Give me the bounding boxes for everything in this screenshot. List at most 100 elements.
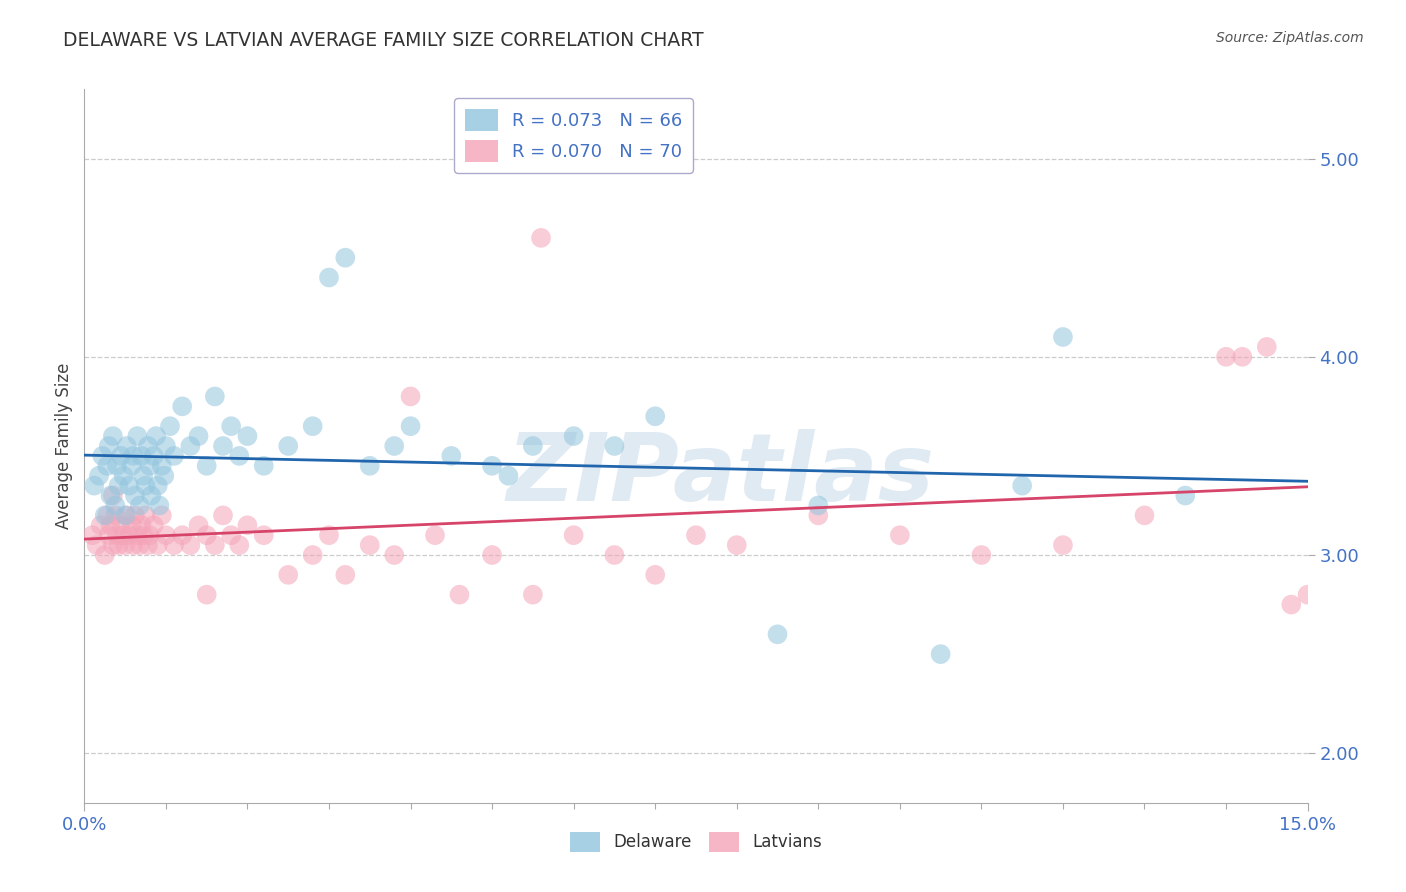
Point xyxy=(807,499,830,513)
Point xyxy=(1052,538,1074,552)
Point xyxy=(204,538,226,552)
Point xyxy=(90,518,112,533)
Point xyxy=(603,439,626,453)
Point xyxy=(135,478,157,492)
Point xyxy=(114,508,136,523)
Point xyxy=(132,468,155,483)
Point xyxy=(212,439,235,453)
Point xyxy=(122,449,145,463)
Point xyxy=(115,439,138,453)
Point xyxy=(195,588,218,602)
Point xyxy=(929,647,952,661)
Point xyxy=(96,508,118,523)
Point xyxy=(127,528,149,542)
Point xyxy=(1133,508,1156,523)
Point xyxy=(138,458,160,473)
Point xyxy=(449,588,471,602)
Point xyxy=(318,528,340,542)
Point xyxy=(101,429,124,443)
Point xyxy=(522,439,544,453)
Point xyxy=(91,449,114,463)
Point xyxy=(228,449,250,463)
Point xyxy=(603,548,626,562)
Point xyxy=(100,518,122,533)
Point xyxy=(212,508,235,523)
Point xyxy=(105,458,128,473)
Point xyxy=(644,567,666,582)
Point xyxy=(530,231,553,245)
Point xyxy=(124,508,146,523)
Point xyxy=(86,538,108,552)
Point xyxy=(335,567,357,582)
Point xyxy=(172,528,194,542)
Point xyxy=(107,478,129,492)
Point xyxy=(423,528,446,542)
Point xyxy=(118,478,141,492)
Point xyxy=(163,538,186,552)
Point xyxy=(481,548,503,562)
Point xyxy=(562,528,585,542)
Point xyxy=(1011,478,1033,492)
Point xyxy=(179,538,201,552)
Point xyxy=(132,528,155,542)
Point xyxy=(172,400,194,414)
Point xyxy=(121,458,143,473)
Point xyxy=(159,419,181,434)
Point xyxy=(127,429,149,443)
Point xyxy=(301,548,323,562)
Point xyxy=(766,627,789,641)
Point xyxy=(562,429,585,443)
Point xyxy=(187,518,209,533)
Point xyxy=(277,439,299,453)
Point xyxy=(105,528,128,542)
Point xyxy=(219,419,242,434)
Point xyxy=(136,538,159,552)
Point xyxy=(101,489,124,503)
Point xyxy=(644,409,666,424)
Point xyxy=(1279,598,1302,612)
Point xyxy=(83,478,105,492)
Point xyxy=(889,528,911,542)
Y-axis label: Average Family Size: Average Family Size xyxy=(55,363,73,529)
Point xyxy=(101,538,124,552)
Point xyxy=(87,468,110,483)
Point xyxy=(1215,350,1237,364)
Point xyxy=(122,538,145,552)
Point xyxy=(150,458,173,473)
Point xyxy=(1256,340,1278,354)
Point xyxy=(179,439,201,453)
Point xyxy=(112,528,135,542)
Point xyxy=(219,528,242,542)
Point xyxy=(146,478,169,492)
Point xyxy=(110,518,132,533)
Point xyxy=(115,508,138,523)
Point xyxy=(155,528,177,542)
Point xyxy=(107,538,129,552)
Point xyxy=(382,548,405,562)
Point xyxy=(236,518,259,533)
Point xyxy=(382,439,405,453)
Point xyxy=(685,528,707,542)
Point xyxy=(228,538,250,552)
Point xyxy=(114,538,136,552)
Point xyxy=(121,518,143,533)
Point xyxy=(195,458,218,473)
Point xyxy=(118,528,141,542)
Point xyxy=(236,429,259,443)
Point xyxy=(112,468,135,483)
Point xyxy=(100,489,122,503)
Text: Source: ZipAtlas.com: Source: ZipAtlas.com xyxy=(1216,31,1364,45)
Point xyxy=(970,548,993,562)
Point xyxy=(150,508,173,523)
Point xyxy=(301,419,323,434)
Point xyxy=(104,499,127,513)
Point xyxy=(131,449,153,463)
Point xyxy=(195,528,218,542)
Point xyxy=(204,389,226,403)
Point xyxy=(1232,350,1254,364)
Point xyxy=(1174,489,1197,503)
Point xyxy=(124,489,146,503)
Point xyxy=(1052,330,1074,344)
Text: DELAWARE VS LATVIAN AVERAGE FAMILY SIZE CORRELATION CHART: DELAWARE VS LATVIAN AVERAGE FAMILY SIZE … xyxy=(63,31,704,50)
Point xyxy=(97,528,120,542)
